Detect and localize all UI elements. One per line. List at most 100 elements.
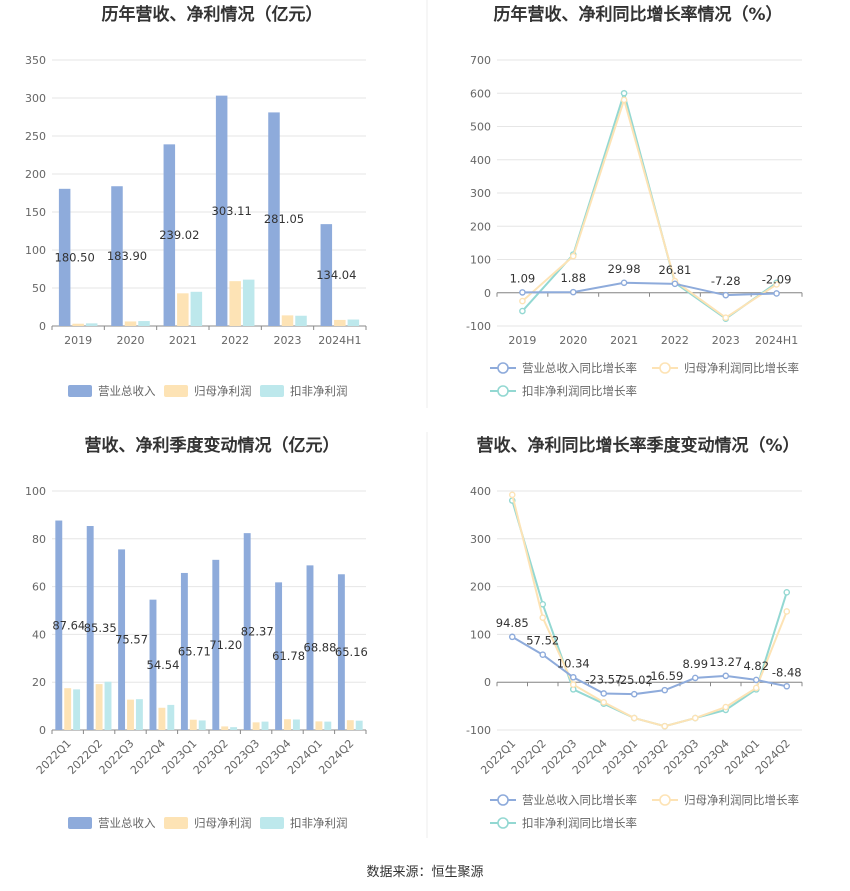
chart2-data-label: 1.09: [510, 271, 536, 285]
chart3-bar-2: [127, 699, 134, 730]
chart2-line-1: [522, 281, 777, 297]
chart3-bar-1: [180, 572, 188, 730]
chart4-legend-marker: [497, 817, 509, 829]
chart3-bar-2: [189, 719, 197, 730]
chart3-bar-1: [118, 549, 126, 730]
chart3-bar-1: [149, 599, 157, 730]
chart1-bar-1: [320, 224, 333, 326]
chart2-x-tick-label: 2020: [559, 334, 587, 347]
chart2-point-2: [620, 96, 628, 104]
chart1-y-tick-label: 350: [25, 54, 46, 67]
chart2-point-1: [620, 279, 628, 287]
chart2-y-tick-label: 0: [484, 287, 491, 300]
chart1-bar-2: [72, 323, 84, 326]
chart1-data-label: 134.04: [316, 268, 356, 282]
chart1-bar-1: [58, 188, 71, 326]
chart2-data-label: 1.88: [560, 271, 586, 285]
chart4-point-1: [508, 633, 516, 641]
chart1-bar-2: [229, 281, 241, 326]
source-label: 数据来源：恒生聚源: [366, 865, 483, 880]
chart2-y-tick-label: 600: [470, 87, 491, 100]
chart3-bar-1: [86, 526, 94, 730]
chart4-data-label: -23.57: [585, 672, 622, 686]
chart1-y-tick-label: 250: [25, 130, 46, 143]
chart3-data-label: 65.71: [178, 644, 211, 658]
chart1-data-label: 183.90: [107, 249, 147, 263]
chart4-y-tick-label: 400: [470, 485, 491, 498]
chart3-bar-3: [135, 699, 143, 730]
chart4-line-1: [511, 635, 787, 696]
chart4-data-label: -25.02: [616, 673, 653, 687]
chart2-x-tick-label: 2023: [712, 334, 740, 347]
chart1-bar-1: [215, 95, 228, 326]
chart2-legend-label: 扣非净利润同比增长率: [522, 384, 637, 398]
chart2-x-tick-label: 2019: [508, 334, 536, 347]
chart2-x-tick-label: 2024H1: [755, 334, 798, 347]
chart4-y-tick-label: 0: [484, 676, 491, 689]
chart3-y-tick-label: 100: [25, 485, 46, 498]
chart4-point-2: [752, 684, 760, 692]
chart4-legend-marker: [497, 794, 509, 806]
chart2-point-1: [519, 289, 526, 296]
chart3-data-label: 54.54: [147, 658, 180, 672]
chart2-x-tick-label: 2022: [661, 334, 689, 347]
chart1-data-label: 303.11: [212, 204, 252, 218]
chart4-point-2: [569, 681, 577, 688]
chart3-x-tick-label: 2024Q2: [316, 737, 356, 777]
chart1-bar-2: [281, 315, 294, 326]
chart1-bar-2: [334, 319, 346, 326]
chart1-bar-1: [111, 186, 123, 326]
chart4-point-2: [722, 703, 730, 711]
chart2-title: 历年营收、净利同比增长率情况（%）: [493, 4, 782, 25]
chart3-bar-3: [292, 719, 300, 730]
chart1-data-label: 281.05: [264, 212, 304, 226]
chart3-y-tick-label: 60: [32, 581, 46, 594]
chart3-legend-label: 归母净利润: [194, 816, 252, 830]
chart2-y-tick-label: 500: [470, 121, 491, 134]
chart3-bar-3: [167, 704, 175, 730]
chart3-bar-3: [104, 681, 112, 730]
chart3-legend-swatch: [164, 817, 188, 829]
chart3-y-tick-label: 0: [39, 724, 46, 737]
chart2-point-2: [519, 297, 526, 305]
chart1-data-label: 180.50: [55, 250, 95, 264]
chart4-point-2: [539, 614, 547, 621]
chart3-data-label: 68.88: [304, 641, 337, 655]
chart1-y-tick-label: 100: [25, 244, 46, 257]
chart2-legend-marker: [659, 362, 671, 374]
chart4-point-1: [569, 673, 577, 681]
chart2-point-1: [569, 288, 577, 296]
chart4-point-1: [691, 674, 699, 682]
chart4-data-label: 13.27: [709, 655, 742, 669]
chart2-point-1: [671, 280, 679, 288]
chart3-bar-3: [355, 720, 363, 730]
chart1-legend-swatch: [164, 385, 188, 397]
chart3-legend-label: 扣非净利润: [290, 816, 348, 830]
chart3-bar-1: [275, 582, 283, 730]
chart2-x-tick-label: 2021: [610, 334, 638, 347]
chart3-bar-1: [55, 520, 63, 730]
chart4-data-label: -8.48: [772, 665, 802, 679]
chart4-point-2: [508, 491, 516, 499]
chart1-y-tick-label: 0: [39, 320, 46, 333]
chart4-point-1: [630, 690, 638, 698]
chart1-bar-2: [124, 321, 137, 326]
chart4-title: 营收、净利同比增长率季度变动情况（%）: [476, 435, 799, 456]
chart2-y-tick-label: 200: [470, 220, 491, 233]
chart3-bar-1: [337, 574, 345, 730]
chart4-data-label: 10.34: [557, 656, 590, 670]
chart3-bar-2: [221, 726, 229, 730]
chart4-data-label: 94.85: [496, 616, 529, 630]
chart1-x-tick-label: 2019: [64, 334, 92, 347]
chart3-bar-1: [243, 533, 251, 730]
chart2-point-2: [569, 252, 577, 260]
chart1-legend-label: 扣非净利润: [290, 384, 348, 398]
chart1-x-tick-label: 2024H1: [318, 334, 361, 347]
chart3-bar-1: [212, 559, 220, 730]
chart1-legend-label: 营业总收入: [98, 384, 156, 398]
chart2-y-tick-label: 700: [470, 54, 491, 67]
chart4-legend-marker: [659, 794, 671, 806]
chart2-data-label: -2.09: [762, 272, 792, 286]
chart3-data-label: 87.64: [52, 618, 85, 632]
